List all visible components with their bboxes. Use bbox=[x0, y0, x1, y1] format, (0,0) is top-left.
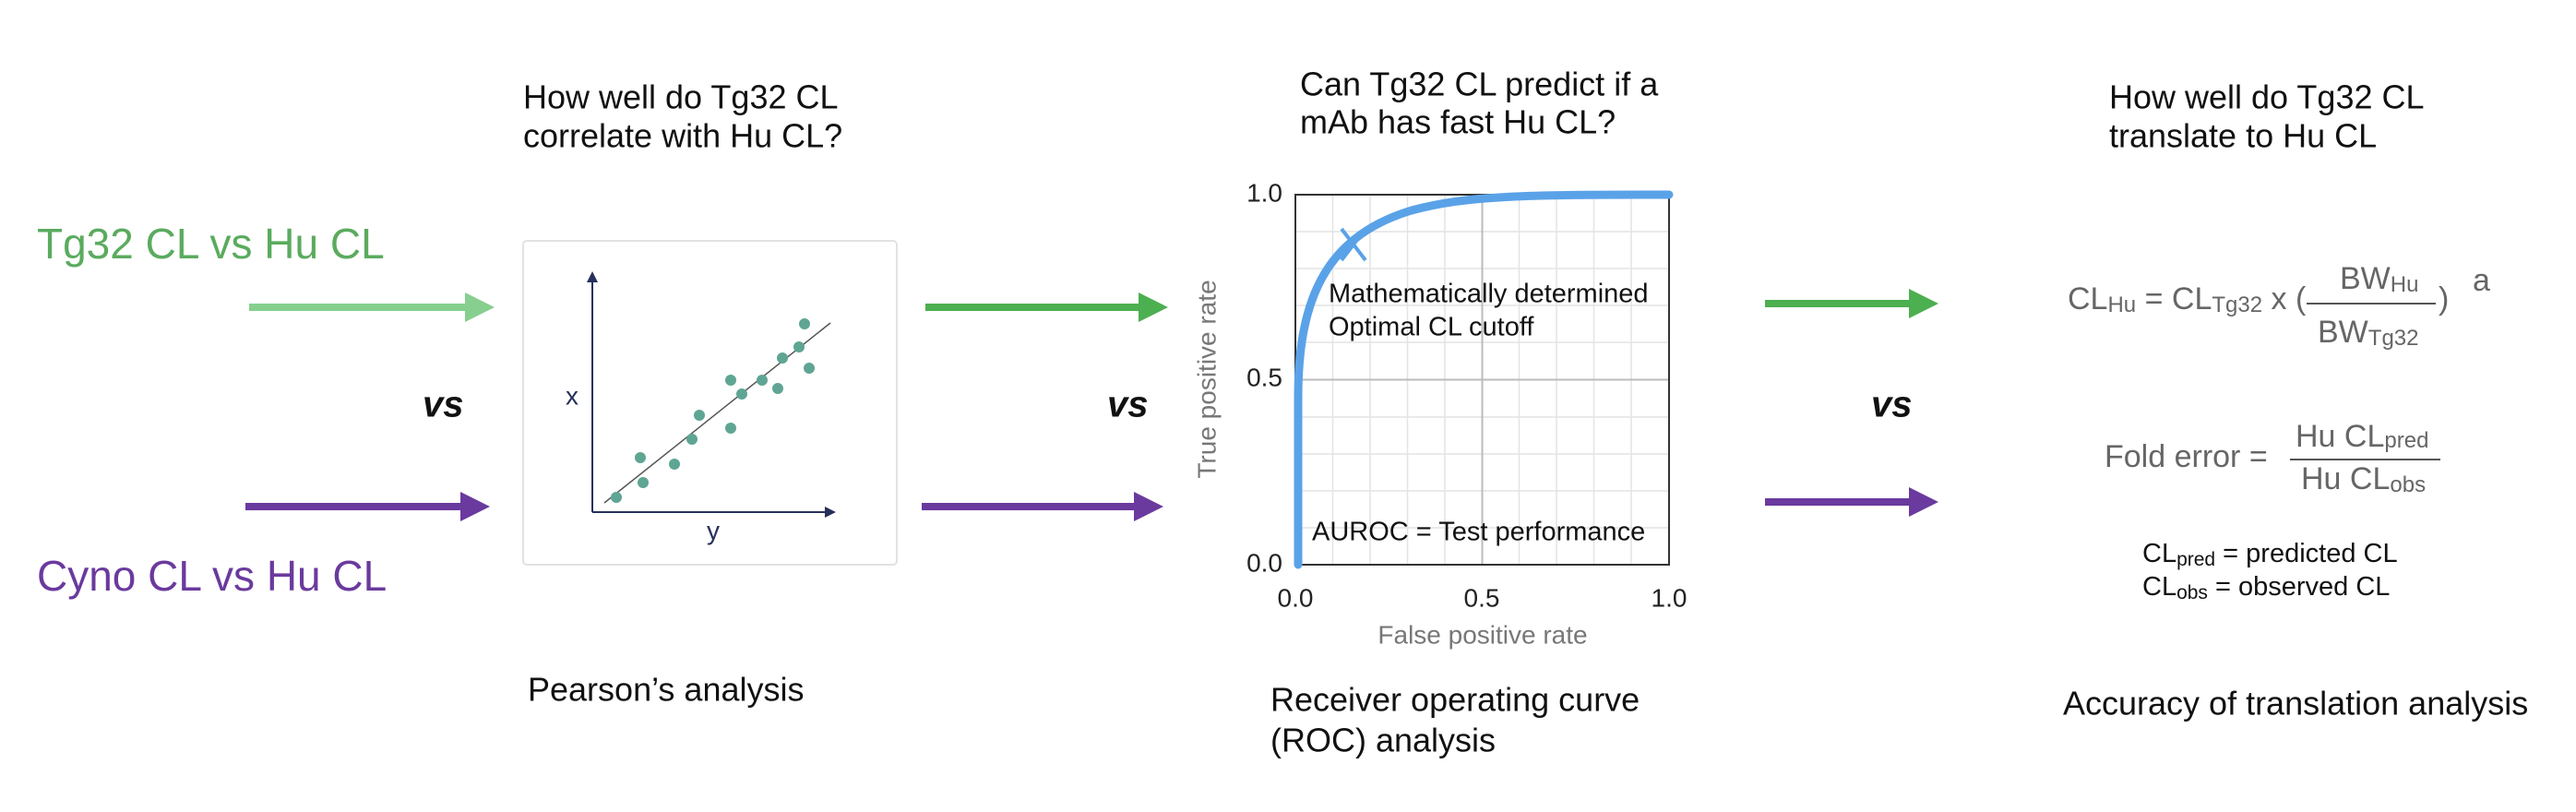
question: correlate with Hu CL? bbox=[523, 117, 842, 155]
term: CL bbox=[2142, 539, 2176, 568]
annotation: AUROC = Test performance bbox=[1312, 518, 1645, 547]
definition: CLpred = predicted CL bbox=[2142, 539, 2398, 570]
question: translate to Hu CL bbox=[2109, 117, 2377, 155]
row-label: Tg32 CL vs Hu CL bbox=[37, 220, 385, 268]
formula-sub: obs bbox=[2390, 472, 2426, 497]
fold-error: Fold error = bbox=[2105, 439, 2268, 474]
annotation: Optimal CL cutoff bbox=[1329, 313, 1534, 342]
term-text: = predicted CL bbox=[2215, 539, 2397, 568]
question: How well do Tg32 CL bbox=[2109, 78, 2425, 116]
formula-exponent: a bbox=[2473, 263, 2490, 298]
term-sub: obs bbox=[2176, 582, 2208, 603]
formula-sub: Hu bbox=[2107, 293, 2136, 317]
tick-label: 1.0 bbox=[1652, 583, 1688, 612]
formula-part: x ( bbox=[2262, 281, 2307, 316]
scatter-icon bbox=[587, 271, 836, 518]
tick-label: 1.0 bbox=[1246, 178, 1282, 207]
formula-part: = CL bbox=[2136, 281, 2212, 316]
formula-part: CL bbox=[2068, 281, 2107, 316]
formula-sub: Hu bbox=[2391, 272, 2419, 297]
axis-label: x bbox=[566, 381, 578, 410]
roc-plot bbox=[1294, 190, 1674, 569]
formula-numerator: BWHu bbox=[2340, 261, 2418, 297]
fold-denominator: Hu CLobs bbox=[2301, 461, 2426, 497]
caption: Pearson’s analysis bbox=[528, 671, 805, 709]
question: mAb has fast Hu CL? bbox=[1300, 103, 1616, 141]
vs: vs bbox=[423, 385, 464, 425]
tick-label: 0.5 bbox=[1464, 583, 1500, 612]
question: How well do Tg32 CL bbox=[523, 78, 839, 116]
axis-label: True positive rate bbox=[1192, 280, 1221, 478]
annotation: Mathematically determined bbox=[1329, 280, 1649, 309]
tick-label: 0.5 bbox=[1246, 363, 1282, 391]
caption: Accuracy of translation analysis bbox=[2063, 685, 2528, 722]
tick-label: 0.0 bbox=[1278, 583, 1314, 612]
axis-label: False positive rate bbox=[1377, 620, 1587, 649]
caption: Receiver operating curve bbox=[1270, 681, 1640, 719]
formula-part: BW bbox=[2318, 315, 2368, 350]
formula-part: ) bbox=[2439, 281, 2449, 316]
fold-numerator: Hu CLpred bbox=[2296, 419, 2428, 454]
tick-label: 0.0 bbox=[1246, 548, 1282, 577]
term-text: = observed CL bbox=[2208, 572, 2390, 602]
formula: CLHu = CLTg32 x ( bbox=[2068, 281, 2307, 317]
formula-sub: Tg32 bbox=[2368, 326, 2419, 351]
question: Can Tg32 CL predict if a bbox=[1300, 66, 1659, 103]
formula-part: BW bbox=[2340, 261, 2391, 296]
axis-label: y bbox=[707, 516, 720, 544]
formula-sub: Tg32 bbox=[2212, 293, 2262, 317]
caption: (ROC) analysis bbox=[1270, 722, 1496, 759]
definition: CLobs = observed CL bbox=[2142, 572, 2390, 603]
formula-sub: pred bbox=[2384, 428, 2428, 453]
vs: vs bbox=[1871, 385, 1913, 425]
term: CL bbox=[2142, 572, 2176, 602]
formula-denominator: BWTg32 bbox=[2318, 315, 2418, 351]
term-sub: pred bbox=[2176, 549, 2215, 570]
vs: vs bbox=[1107, 385, 1149, 425]
formula-part: Hu CL bbox=[2296, 419, 2384, 454]
formula-part: Hu CL bbox=[2301, 461, 2390, 496]
row-label: Cyno CL vs Hu CL bbox=[37, 552, 387, 600]
